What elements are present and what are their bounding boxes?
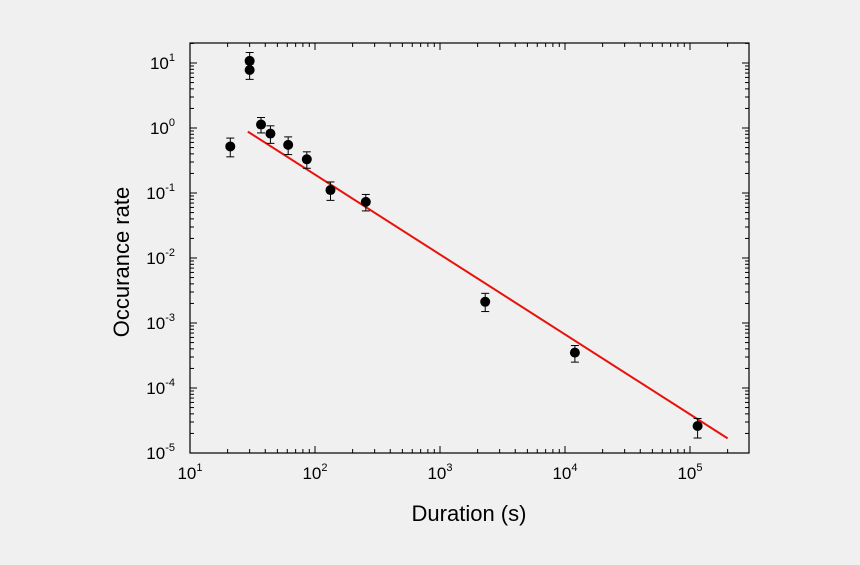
data-point [692,417,703,439]
data-point-marker [265,128,276,139]
data-point [301,151,312,169]
data-point-marker [244,65,255,76]
x-tick-label: 105 [677,462,702,483]
data-point-marker [569,347,580,358]
plot-frame [189,42,750,454]
x-tick-label: 104 [552,462,577,483]
y-tick-label: 10-2 [146,247,175,268]
data-point [283,136,294,156]
data-point [244,63,255,80]
data-point-marker [360,196,371,207]
y-axis: 10-5 10-4 10-3 10-2 10-1 100 101 [146,42,749,463]
y-tick-label: 10-4 [146,377,175,398]
data-point-marker [692,421,703,432]
x-tick-label: 101 [177,462,202,483]
data-point-marker [283,139,294,150]
data-point-marker [225,141,236,152]
y-tick-label: 101 [150,52,175,73]
y-tick-label: 10-1 [146,182,175,203]
y-tick-label: 100 [150,117,175,138]
fit-line [247,130,729,440]
data-points [225,52,703,439]
data-point [325,181,336,201]
data-point-marker [244,55,255,66]
data-point [256,117,267,134]
x-tick-label: 103 [427,462,452,483]
y-axis-title: Occurance rate [109,187,134,337]
data-point [480,292,491,313]
x-axis: 101 102 103 104 105 [177,43,729,483]
data-point-marker [256,119,267,130]
data-point-marker [325,185,336,196]
x-axis-title: Duration (s) [412,501,527,526]
data-point [569,345,580,363]
data-point-marker [480,296,491,307]
fit-line-layer [247,130,729,440]
data-point [265,125,276,144]
y-tick-label: 10-5 [146,442,175,463]
y-tick-label: 10-3 [146,312,175,333]
x-tick-label: 102 [302,462,327,483]
data-point-marker [301,154,312,165]
data-point [360,193,371,212]
data-point [225,137,236,158]
